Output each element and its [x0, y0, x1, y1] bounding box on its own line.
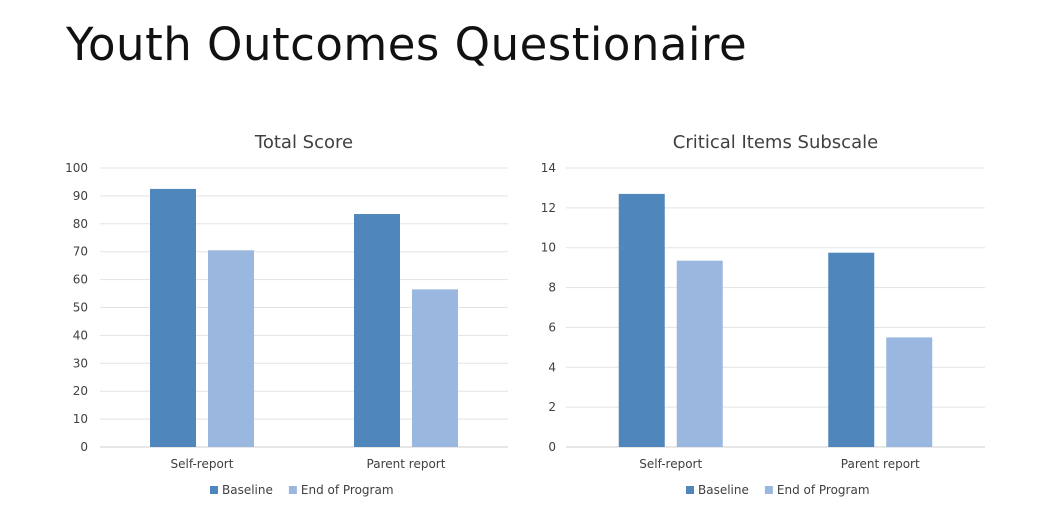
legend-label: End of Program	[777, 483, 870, 497]
y-tick-label: 4	[548, 360, 556, 374]
y-tick-label: 14	[541, 161, 556, 175]
legend-label: Baseline	[222, 483, 273, 497]
bar-end-of-program	[886, 337, 933, 447]
chart-title: Critical Items Subscale	[673, 132, 878, 153]
y-tick-label: 10	[541, 241, 556, 255]
y-tick-label: 40	[73, 328, 88, 342]
y-tick-label: 0	[80, 440, 88, 454]
y-tick-label: 8	[548, 281, 556, 295]
category-label: Self-report	[639, 457, 702, 471]
bar-baseline	[354, 214, 400, 447]
legend-swatch	[764, 486, 773, 494]
y-tick-label: 30	[73, 356, 88, 370]
y-tick-label: 60	[73, 273, 88, 287]
slide-title: Youth Outcomes Questionaire	[66, 18, 748, 71]
critical-items-chart: Critical Items Subscale 0 2 4 6 8 10 12 14 Self-r…	[518, 120, 1038, 510]
y-tick-label: 10	[73, 412, 88, 426]
category-label: Self-report	[171, 457, 234, 471]
category-label: Parent report	[841, 457, 920, 471]
bar-baseline	[618, 193, 665, 447]
bar-end-of-program	[676, 260, 723, 447]
y-tick-label: 20	[73, 384, 88, 398]
y-tick-label: 90	[73, 189, 88, 203]
total-score-chart: Total Score 0 10 20 30 40 50 60 70 80 90 100 Self-re…	[0, 120, 520, 510]
bar-baseline	[828, 252, 875, 447]
bar-end-of-program	[208, 250, 254, 447]
legend-swatch	[288, 486, 297, 494]
category-label: Parent report	[367, 457, 446, 471]
y-tick-label: 6	[548, 320, 556, 334]
legend-swatch	[686, 486, 694, 494]
legend-swatch	[210, 486, 218, 494]
legend-label: End of Program	[301, 483, 394, 497]
y-tick-label: 80	[73, 217, 88, 231]
y-tick-label: 70	[73, 245, 88, 259]
bar-end-of-program	[412, 289, 458, 447]
bar-baseline	[150, 188, 196, 448]
chart-title: Total Score	[254, 132, 353, 153]
legend-label: Baseline	[698, 483, 749, 497]
total-score-chart-svg: Total Score 0 10 20 30 40 50 60 70 80 90 100 Self-re…	[65, 132, 508, 497]
critical-items-chart-svg: Critical Items Subscale 0 2 4 6 8 10 12 14 Self-r…	[541, 132, 985, 497]
y-tick-label: 100	[65, 161, 88, 175]
y-tick-label: 0	[548, 440, 556, 454]
y-tick-label: 12	[541, 201, 556, 215]
y-tick-label: 50	[73, 301, 88, 315]
y-tick-label: 2	[548, 400, 556, 414]
